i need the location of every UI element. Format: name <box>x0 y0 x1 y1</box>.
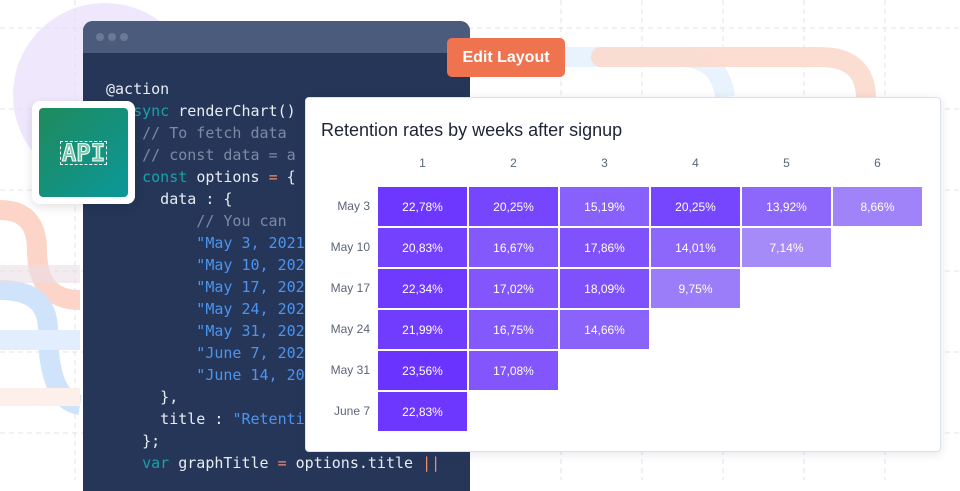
code-line: var graphTitle = options.title || <box>106 452 440 474</box>
heatmap-cell: 18,09% <box>560 269 649 308</box>
code-token: options.title <box>295 454 423 472</box>
heatmap-cell: 20,25% <box>651 187 740 226</box>
code-line: "May 24, 2021 <box>106 298 440 320</box>
heatmap-cell: 22,78% <box>378 187 467 226</box>
code-line: "May 31, 2021 <box>106 320 440 342</box>
code-token: = <box>277 454 296 472</box>
code-token: data : { <box>106 190 233 208</box>
code-token: // To fetch data <box>106 124 287 142</box>
code-token: renderChart() <box>178 102 296 120</box>
heatmap-cell: 9,75% <box>651 269 740 308</box>
heatmap-cell: 7,14% <box>742 228 831 267</box>
heatmap-cell: 14,66% <box>560 310 649 349</box>
code-token: graphTitle <box>178 454 278 472</box>
heatmap-cell: 20,25% <box>469 187 558 226</box>
code-token: "Retention <box>232 410 323 428</box>
code-token: "June 7, 2021 <box>106 344 314 362</box>
retention-heatmap-card: Retention rates by weeks after signup 1 2… <box>305 97 941 452</box>
code-token: var <box>106 454 179 472</box>
heatmap-cell: 17,02% <box>469 269 558 308</box>
heatmap-cell: 22,83% <box>378 392 467 431</box>
row-header: May 17 <box>330 281 370 295</box>
row-header: May 31 <box>330 363 370 377</box>
code-token: "May 10, 2021 <box>106 256 314 274</box>
code-line: // To fetch data <box>106 122 440 144</box>
code-token: title : <box>106 410 233 428</box>
code-token: }; <box>106 432 161 450</box>
code-line: }, <box>106 386 440 408</box>
heatmap-cell: 15,19% <box>560 187 649 226</box>
code-line: }; <box>106 430 440 452</box>
window-dot-icon <box>108 33 116 41</box>
row-header: June 7 <box>333 404 370 418</box>
chart-title: Retention rates by weeks after signup <box>321 120 623 140</box>
heatmap-cell: 23,56% <box>378 351 467 390</box>
code-line: "May 3, 2021 <box>106 232 440 254</box>
code-token: "May 24, 2021 <box>106 300 314 318</box>
code-token: "May 31, 2021 <box>106 322 314 340</box>
code-token: { <box>286 168 296 186</box>
window-dot-icon <box>96 33 104 41</box>
code-token: const <box>106 168 197 186</box>
code-token: // You can <box>106 212 287 230</box>
code-token: || <box>422 454 441 472</box>
code-token: // const data = a <box>106 146 296 164</box>
column-header: 2 <box>510 156 517 170</box>
column-header: 4 <box>692 156 699 170</box>
code-line: data : { <box>106 188 440 210</box>
window-dot-icon <box>120 33 128 41</box>
window-titlebar <box>83 21 470 53</box>
heatmap-cell: 16,67% <box>469 228 558 267</box>
heatmap-cell: 21,99% <box>378 310 467 349</box>
code-line: async renderChart() <box>106 100 440 122</box>
code-line: const options = { <box>106 166 440 188</box>
code-token: async <box>106 102 179 120</box>
code-token: "June 14, 2021 <box>106 366 323 384</box>
heatmap-cell: 17,08% <box>469 351 558 390</box>
code-line: "May 10, 2021 <box>106 254 440 276</box>
code-line: // const data = a <box>106 144 440 166</box>
column-header: 6 <box>874 156 881 170</box>
heatmap-cell: 22,34% <box>378 269 467 308</box>
code-line: // You can <box>106 210 440 232</box>
code-line: title : "Retention <box>106 408 440 430</box>
code-token: "May 17, 2021 <box>106 278 314 296</box>
heatmap-cell: 16,75% <box>469 310 558 349</box>
code-token: }, <box>106 388 179 406</box>
code-line: @action <box>106 78 440 100</box>
heatmap-cell: 14,01% <box>651 228 740 267</box>
column-header: 1 <box>419 156 426 170</box>
column-header: 5 <box>783 156 790 170</box>
code-token: @action <box>106 80 170 98</box>
row-header: May 10 <box>330 240 370 254</box>
code-line: "May 17, 2021 <box>106 276 440 298</box>
api-badge: API <box>32 101 135 204</box>
api-logo: API <box>59 138 108 167</box>
column-header: 3 <box>601 156 608 170</box>
heatmap-cell: 17,86% <box>560 228 649 267</box>
heatmap-cell: 20,83% <box>378 228 467 267</box>
code-block: @action async renderChart() // To fetch … <box>106 78 440 474</box>
heatmap-cell: 8,66% <box>833 187 922 226</box>
row-header: May 3 <box>337 199 370 213</box>
code-token: options <box>196 168 269 186</box>
heatmap-cell: 13,92% <box>742 187 831 226</box>
code-token: "May 3, 2021 <box>106 234 305 252</box>
edit-layout-button[interactable]: Edit Layout <box>447 38 565 77</box>
row-header: May 24 <box>330 322 370 336</box>
code-line: "June 7, 2021 <box>106 342 440 364</box>
code-token: = <box>268 168 287 186</box>
code-line: "June 14, 2021 <box>106 364 440 386</box>
